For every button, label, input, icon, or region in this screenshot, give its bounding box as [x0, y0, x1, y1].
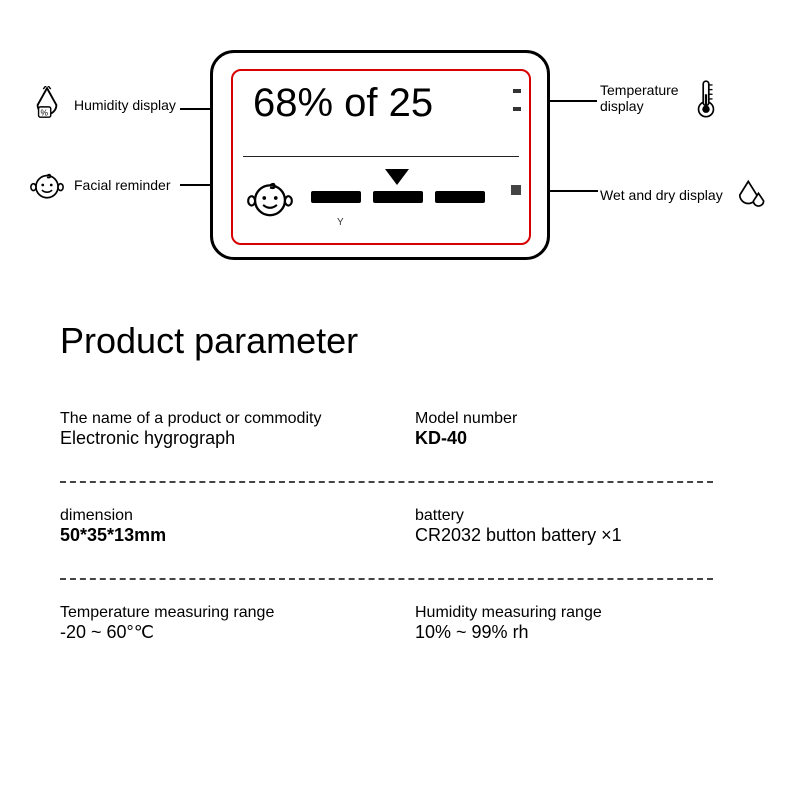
param-value: Electronic hygrograph	[60, 428, 385, 449]
indicator-pill	[311, 191, 361, 203]
indicator-bar	[311, 191, 485, 203]
dashed-separator	[60, 481, 713, 483]
screen-divider	[243, 156, 519, 157]
param-value: -20 ~ 60°℃	[60, 622, 385, 643]
device-outline: 68% of 25 Y	[210, 50, 550, 260]
param-label: battery	[415, 507, 740, 525]
callout-wetdry: Wet and dry display	[600, 175, 767, 215]
param-value: 10% ~ 99% rh	[415, 622, 740, 643]
param-grid: The name of a product or commodity Elect…	[60, 410, 740, 661]
wet-marker-icon	[511, 183, 523, 213]
triangle-down-icon	[385, 169, 409, 185]
callout-label: Facial reminder	[74, 177, 170, 193]
product-diagram: % Humidity display Facial reminder Tempe…	[0, 0, 800, 280]
callout-humidity: % Humidity display	[30, 85, 176, 125]
droplets-icon	[733, 175, 767, 215]
param-label: Model number	[415, 410, 740, 428]
param-label: Temperature measuring range	[60, 604, 385, 622]
section-heading: Product parameter	[60, 320, 740, 362]
y-label: Y	[337, 217, 344, 228]
svg-text:%: %	[40, 107, 48, 117]
callout-temperature: Temperature display	[600, 78, 723, 118]
thermometer-icon	[689, 78, 723, 118]
callout-label: Temperature display	[600, 82, 679, 114]
indicator-pill	[435, 191, 485, 203]
callout-facial: Facial reminder	[30, 165, 170, 205]
param-label: dimension	[60, 507, 385, 525]
face-icon	[247, 175, 295, 223]
product-parameters: Product parameter The name of a product …	[0, 280, 800, 661]
param-value: CR2032 button battery ×1	[415, 525, 740, 546]
param-label: The name of a product or commodity	[60, 410, 385, 428]
baby-face-icon	[30, 165, 64, 205]
device-screen: 68% of 25 Y	[231, 69, 531, 245]
callout-label: Wet and dry display	[600, 187, 723, 203]
main-reading: 68% of 25	[253, 81, 433, 126]
param-value: 50*35*13mm	[60, 525, 385, 546]
dashed-separator	[60, 578, 713, 580]
param-value: KD-40	[415, 428, 740, 449]
indicator-pill	[373, 191, 423, 203]
callout-label: Humidity display	[74, 97, 176, 113]
droplet-percent-icon: %	[30, 85, 64, 125]
temp-marker-icon	[513, 85, 523, 119]
param-label: Humidity measuring range	[415, 604, 740, 622]
